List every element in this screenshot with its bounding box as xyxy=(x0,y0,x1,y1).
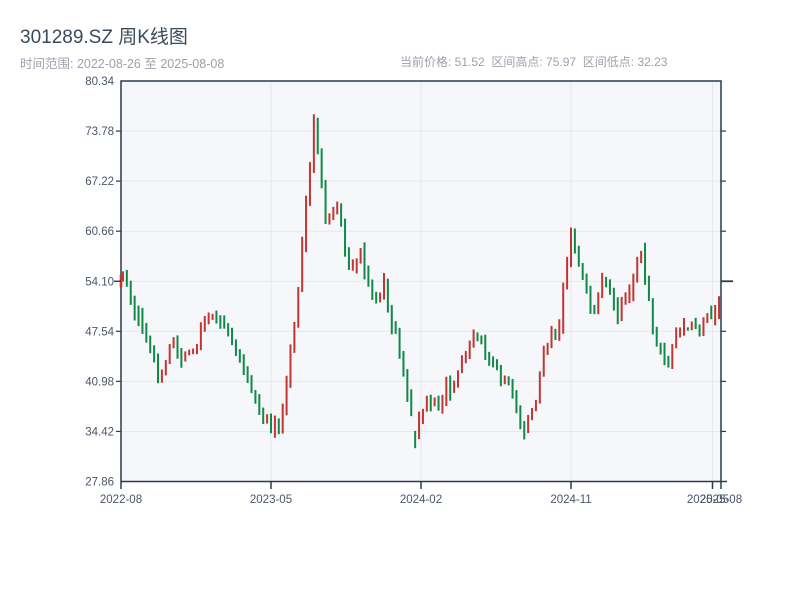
svg-text:67.22: 67.22 xyxy=(85,176,114,188)
svg-text:40.98: 40.98 xyxy=(85,376,114,388)
svg-text:34.42: 34.42 xyxy=(85,426,114,438)
svg-text:54.10: 54.10 xyxy=(85,276,114,288)
svg-text:2024-02: 2024-02 xyxy=(400,494,442,506)
svg-text:73.78: 73.78 xyxy=(85,126,114,138)
svg-text:27.86: 27.86 xyxy=(85,477,114,489)
svg-text:60.66: 60.66 xyxy=(85,226,114,238)
svg-text:80.34: 80.34 xyxy=(85,76,114,88)
svg-text:47.54: 47.54 xyxy=(85,326,114,338)
svg-text:2025-08: 2025-08 xyxy=(700,494,742,506)
svg-text:2022-08: 2022-08 xyxy=(100,494,142,506)
svg-text:2024-11: 2024-11 xyxy=(550,494,591,506)
svg-text:2023-05: 2023-05 xyxy=(250,494,292,506)
